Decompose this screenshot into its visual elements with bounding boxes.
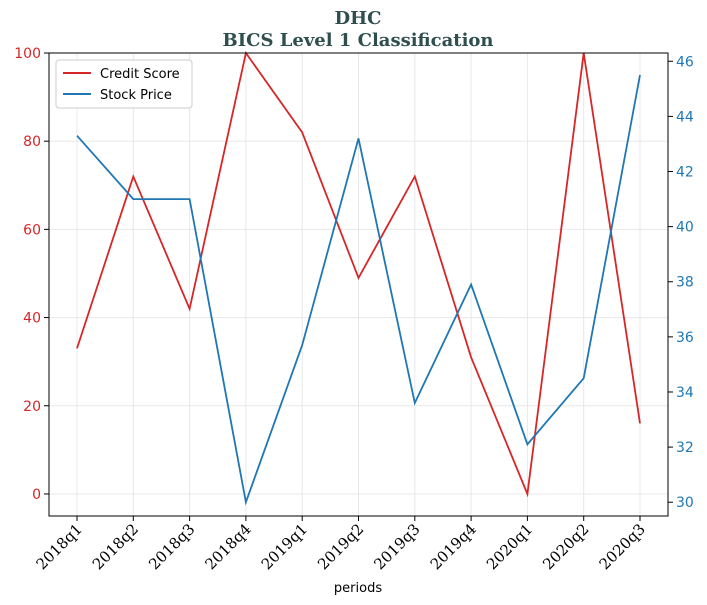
right-y-tick-label: 38 xyxy=(676,275,694,291)
right-y-tick-label: 36 xyxy=(676,330,694,346)
right-y-axis: 30 32 34 36 38 40 42 44 46 xyxy=(668,54,694,511)
right-y-tick-label: 46 xyxy=(676,54,694,70)
right-y-tick-label: 40 xyxy=(676,220,694,236)
right-y-tick-label: 42 xyxy=(676,165,694,181)
x-tick-label: 2018q4 xyxy=(201,520,254,573)
left-y-tick-label: 60 xyxy=(23,222,41,238)
right-y-tick-label: 44 xyxy=(676,109,694,125)
x-tick-label: 2018q1 xyxy=(33,520,86,573)
x-tick-label: 2019q3 xyxy=(370,520,423,573)
right-y-tick-label: 30 xyxy=(676,495,694,511)
x-tick-label: 2020q1 xyxy=(483,520,536,573)
left-y-tick-label: 80 xyxy=(23,134,41,150)
series-line-stock-price xyxy=(76,74,641,506)
x-tick-label: 2019q1 xyxy=(258,520,311,573)
x-tick-label: 2019q2 xyxy=(314,520,367,573)
chart-subtitle: BICS Level 1 Classification xyxy=(222,30,493,51)
left-y-tick-label: 40 xyxy=(23,311,41,327)
left-y-tick-label: 100 xyxy=(14,46,41,62)
x-axis: 2018q1 2018q2 2018q3 2018q4 2019q1 2019q2 2019… xyxy=(33,516,649,573)
x-axis-label: periods xyxy=(334,581,382,596)
series-layer xyxy=(76,50,641,506)
right-y-tick-label: 34 xyxy=(676,385,694,401)
left-y-tick-label: 20 xyxy=(23,399,41,415)
x-tick-label: 2020q2 xyxy=(539,520,592,573)
left-y-axis: 0 20 40 60 80 100 xyxy=(14,46,49,503)
legend-label-credit-score: Credit Score xyxy=(100,67,180,82)
x-tick-label: 2018q2 xyxy=(89,520,142,573)
left-y-tick-label: 0 xyxy=(32,487,41,503)
x-tick-label: 2018q3 xyxy=(145,520,198,573)
legend-label-stock-price: Stock Price xyxy=(100,88,172,103)
x-tick-label: 2019q4 xyxy=(427,520,480,573)
x-tick-label: 2020q3 xyxy=(596,520,649,573)
right-y-tick-label: 32 xyxy=(676,440,694,456)
legend: Credit Score Stock Price xyxy=(55,59,193,109)
chart-title: DHC xyxy=(335,8,382,29)
series-line-credit-score xyxy=(76,50,641,498)
